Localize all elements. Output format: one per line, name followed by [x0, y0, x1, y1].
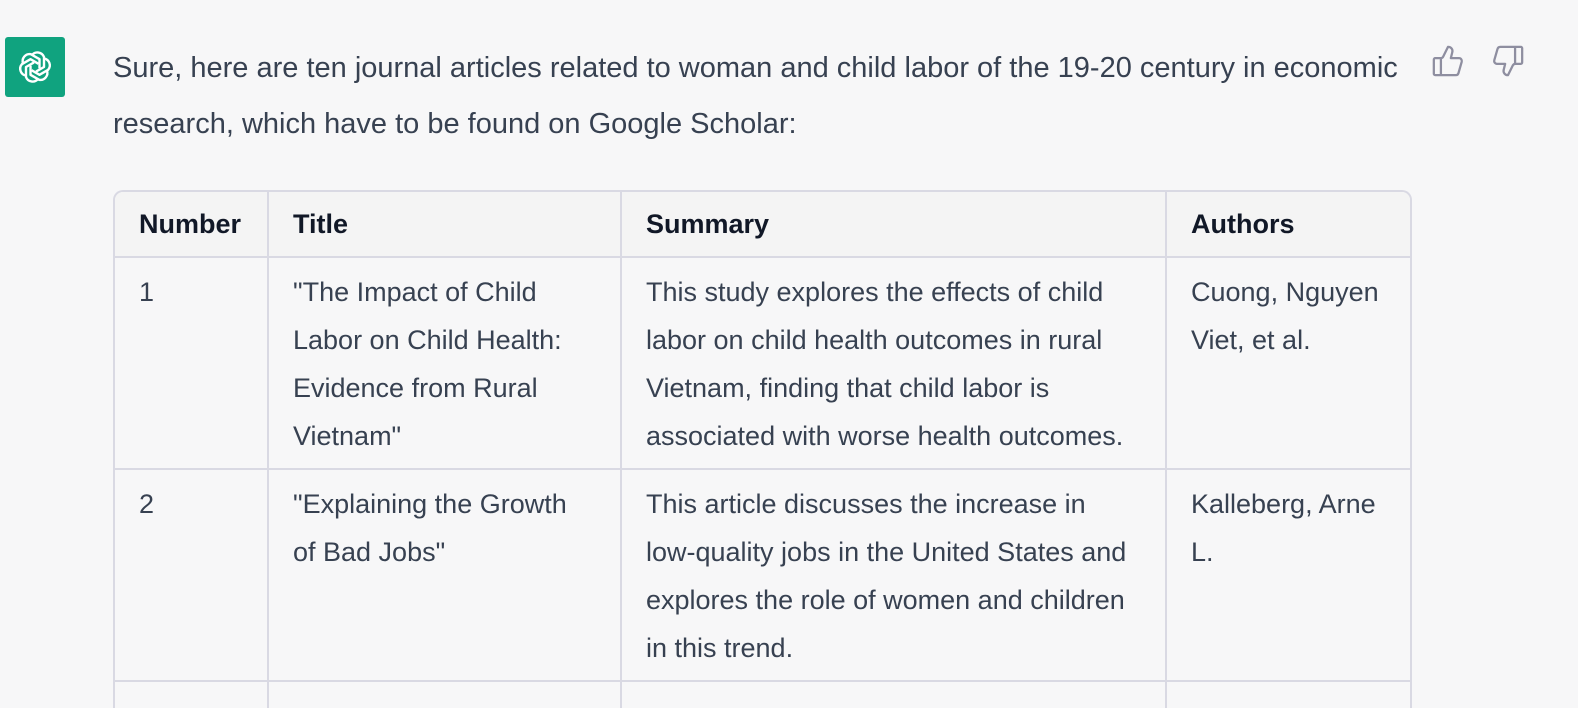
thumbs-down-icon: [1493, 45, 1524, 77]
header-number: Number: [115, 192, 269, 258]
header-title: Title: [268, 192, 622, 258]
table-row: 2 "Explaining the Growth of Bad Jobs" Th…: [115, 469, 1410, 682]
thumbs-up-button[interactable]: [1430, 42, 1466, 80]
cell-summary: This study explores the effects of child…: [621, 257, 1167, 470]
header-summary: Summary: [621, 192, 1167, 258]
intro-text: Sure, here are ten journal articles rela…: [113, 52, 1398, 140]
cell-number: 1: [115, 257, 269, 470]
articles-table: Number Title Summary Authors 1 "The Impa…: [115, 192, 1410, 708]
message-content: Sure, here are ten journal articles rela…: [113, 40, 1413, 708]
header-authors: Authors: [1166, 192, 1410, 258]
cell-empty: [268, 681, 622, 708]
openai-logo-icon: [19, 51, 51, 83]
articles-table-container: Number Title Summary Authors 1 "The Impa…: [113, 190, 1412, 708]
cell-empty: [621, 681, 1167, 708]
cell-empty: [1166, 681, 1410, 708]
cell-empty: [115, 681, 269, 708]
cell-summary: This article discusses the increase in l…: [621, 469, 1167, 682]
thumbs-down-button[interactable]: [1490, 42, 1526, 80]
thumbs-up-icon: [1432, 45, 1463, 77]
cell-authors: Cuong, Nguyen Viet, et al.: [1166, 257, 1410, 470]
table-row: 1 "The Impact of Child Labor on Child He…: [115, 257, 1410, 470]
assistant-avatar: [5, 37, 65, 97]
cell-authors: Kalleberg, Arne L.: [1166, 469, 1410, 682]
cell-title: "The Impact of Child Labor on Child Heal…: [268, 257, 622, 470]
cell-number: 2: [115, 469, 269, 682]
table-row-partial: [115, 681, 1410, 708]
cell-title: "Explaining the Growth of Bad Jobs": [268, 469, 622, 682]
table-header-row: Number Title Summary Authors: [115, 192, 1410, 258]
feedback-buttons: [1430, 42, 1526, 80]
